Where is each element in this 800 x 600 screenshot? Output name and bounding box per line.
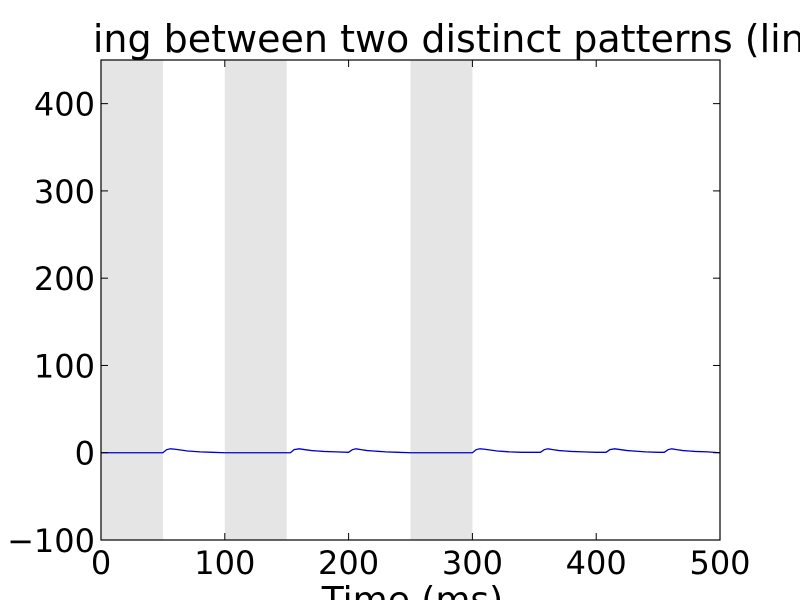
plot-area-frame <box>100 59 721 541</box>
y-tick-label: 200 <box>34 260 95 298</box>
series-line-0 <box>101 448 721 454</box>
x-tick-label: 300 <box>442 544 503 582</box>
shaded-interval-0 <box>101 60 163 540</box>
x-tick-label: 500 <box>689 544 750 582</box>
shaded-intervals <box>101 60 473 540</box>
y-tick-label: 300 <box>34 173 95 211</box>
y-tick-label: −100 <box>7 522 95 560</box>
shaded-interval-1 <box>224 60 287 540</box>
x-tick-label: 200 <box>318 544 379 582</box>
shaded-interval-2 <box>410 60 473 540</box>
y-tick-label: 0 <box>75 435 95 473</box>
ticks <box>100 60 721 541</box>
series-layer <box>101 448 721 454</box>
chart-title: ing between two distinct patterns (line <box>93 17 800 61</box>
x-tick-label: 0 <box>91 544 111 582</box>
x-tick-label: 400 <box>566 544 627 582</box>
x-tick-label: 100 <box>194 544 255 582</box>
y-tick-label: 400 <box>34 86 95 124</box>
x-axis-label: Time (ms) <box>321 580 503 600</box>
y-tick-label: 100 <box>34 347 95 385</box>
